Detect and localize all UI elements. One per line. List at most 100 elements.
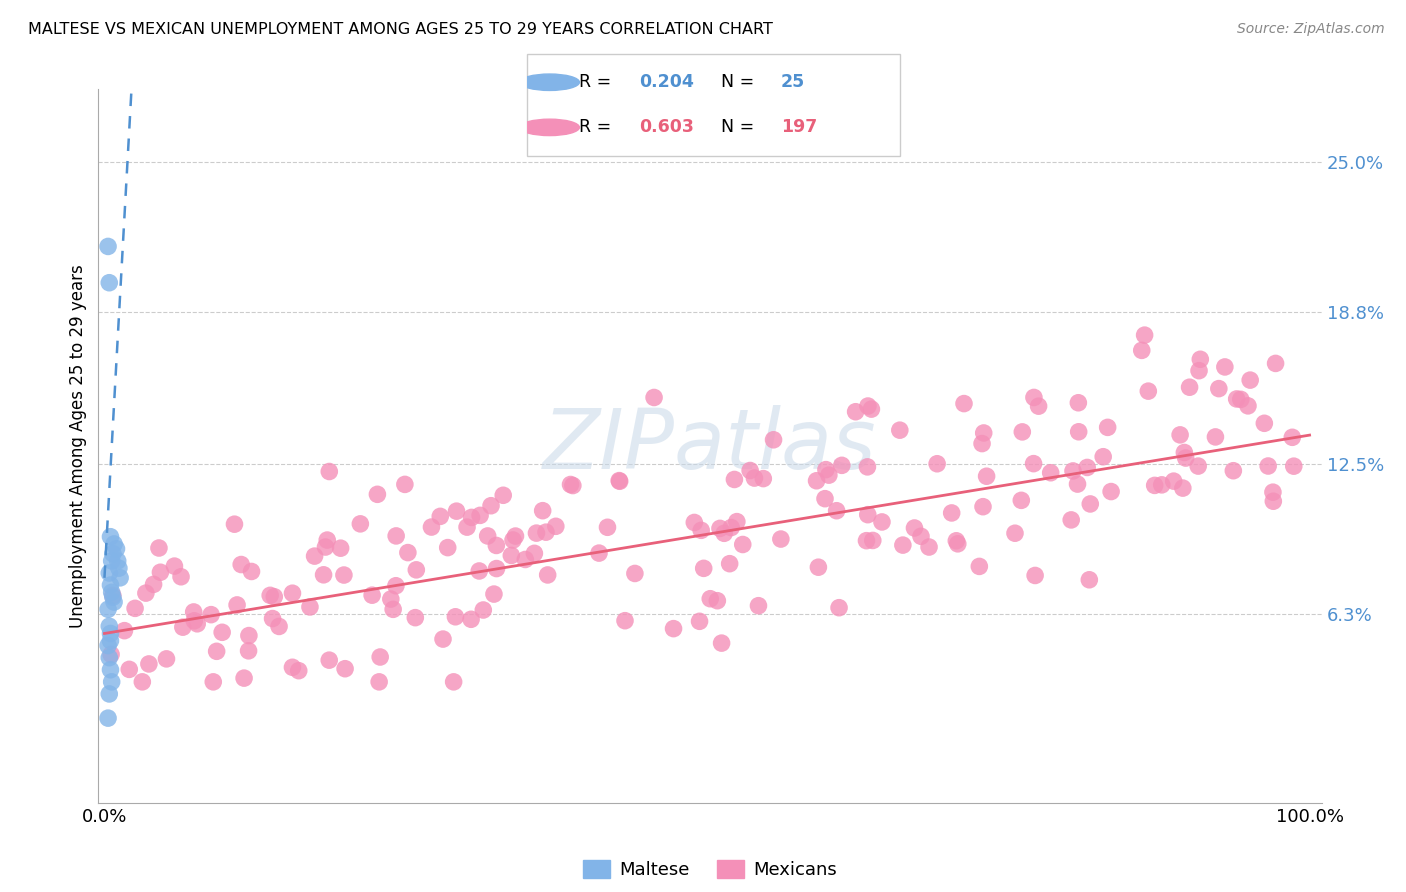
Point [98,566,121,580]
Point [918,540,941,554]
Point [1150,478,1173,492]
Point [101,547,124,561]
Point [1078,573,1101,587]
Point [224,517,246,532]
Point [903,521,925,535]
Point [281,660,304,674]
Point [502,533,524,547]
Point [485,538,508,552]
Point [482,587,505,601]
Point [723,473,745,487]
Point [807,560,830,574]
Point [460,510,482,524]
Point [1204,430,1226,444]
Point [1257,458,1279,473]
Point [725,515,748,529]
Point [683,516,706,530]
Point [1187,459,1209,474]
Point [927,457,949,471]
Point [142,577,165,591]
Point [394,477,416,491]
Point [1174,451,1197,466]
Point [385,579,408,593]
Point [1281,430,1303,444]
Point [118,662,141,676]
Point [287,664,309,678]
Point [100,626,122,640]
Point [97,602,120,616]
Point [523,546,546,560]
Point [910,529,932,543]
Point [1133,328,1156,343]
Point [100,585,122,599]
Point [202,674,225,689]
Point [1222,464,1244,478]
Point [1099,484,1122,499]
Point [263,590,285,604]
Point [262,611,284,625]
Point [349,516,371,531]
Point [531,504,554,518]
Point [100,578,122,592]
Point [382,602,405,616]
Point [972,500,994,514]
Point [1060,513,1083,527]
Point [976,469,998,483]
Point [1253,417,1275,431]
Point [1076,460,1098,475]
Point [233,671,256,685]
Point [468,564,491,578]
Point [501,549,523,563]
Point [709,521,731,535]
Point [456,520,478,534]
Point [596,520,619,534]
Point [762,433,785,447]
Point [366,487,388,501]
Point [740,463,762,477]
Point [1097,420,1119,434]
Point [211,625,233,640]
Point [710,636,733,650]
Point [1237,399,1260,413]
Point [329,541,352,556]
Point [860,402,883,417]
Point [607,474,630,488]
Point [477,529,499,543]
Point [828,600,851,615]
Point [183,614,205,628]
Point [945,533,967,548]
Point [318,653,340,667]
Point [889,423,911,437]
Point [806,474,828,488]
Point [560,477,582,491]
Point [515,552,537,566]
Point [689,615,711,629]
Point [446,504,468,518]
Point [1189,352,1212,367]
Point [662,622,685,636]
Point [97,711,120,725]
Point [100,674,122,689]
Point [380,592,402,607]
Point [1208,382,1230,396]
Point [973,425,995,440]
Point [1264,356,1286,370]
Point [226,598,249,612]
Point [97,239,120,253]
Text: R =: R = [579,119,612,136]
Point [690,524,713,538]
Point [831,458,853,473]
Point [138,657,160,671]
Point [100,648,122,662]
Point [534,525,557,540]
Text: 25: 25 [780,73,804,91]
Point [149,566,172,580]
Point [544,519,567,533]
Point [752,472,775,486]
Point [304,549,326,563]
Point [1261,485,1284,500]
Point [385,529,408,543]
Point [1188,364,1211,378]
Point [1067,425,1090,439]
FancyBboxPatch shape [527,54,900,156]
